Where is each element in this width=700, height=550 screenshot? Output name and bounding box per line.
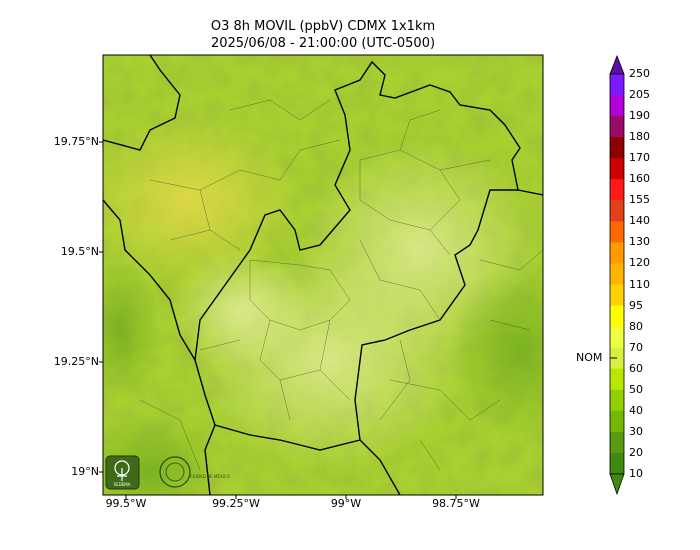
colorbar-tick-label: 110 bbox=[629, 277, 650, 291]
colorbar-tick-label: 190 bbox=[629, 109, 650, 123]
lat-tick-label: 19.75°N bbox=[53, 135, 99, 148]
colorbar-tick-label: 205 bbox=[629, 88, 650, 102]
colorbar-tick-label: 40 bbox=[629, 403, 643, 417]
ozone-zone bbox=[170, 250, 310, 370]
colorbar-tick-label: 60 bbox=[629, 361, 643, 375]
colorbar-segment bbox=[610, 221, 624, 243]
map-subtitle: 2025/06/08 - 21:00:00 (UTC-0500) bbox=[210, 36, 436, 51]
colorbar-segment bbox=[610, 431, 624, 454]
lat-tick-label: 19.5°N bbox=[60, 245, 99, 258]
colorbar-segment bbox=[610, 242, 624, 264]
lon-tick-label: 98.75°W bbox=[432, 497, 480, 510]
colorbar-tick-label: 155 bbox=[629, 193, 650, 207]
colorbar-tick-label: 180 bbox=[629, 130, 650, 144]
colorbar-tick-label: 140 bbox=[629, 214, 650, 228]
colorbar-segment bbox=[610, 116, 624, 138]
ozone-zone bbox=[103, 410, 220, 495]
colorbar-segment bbox=[610, 410, 624, 433]
state-boundary bbox=[359, 439, 401, 495]
colorbar-tick-label: 120 bbox=[629, 256, 650, 270]
sedema-logo-text: SEDEMA bbox=[114, 482, 131, 487]
map-title: O3 8h MOVIL (ppbV) CDMX 1x1km bbox=[210, 19, 436, 34]
ozone-zone bbox=[450, 260, 543, 440]
lon-tick-label: 99.25°W bbox=[212, 497, 260, 510]
cdmx-logo: CIUDAD DE MÉXICO bbox=[159, 456, 230, 488]
lon-tick-label: 99.5°W bbox=[105, 497, 147, 510]
colorbar-extend-max bbox=[609, 54, 625, 75]
colorbar-tick-label: 50 bbox=[629, 382, 643, 396]
colorbar-segment bbox=[610, 368, 624, 391]
colorbar-tick-label: 160 bbox=[629, 172, 650, 186]
colorbar-segment bbox=[610, 179, 624, 201]
lon-tick-label: 99°W bbox=[330, 497, 362, 510]
lat-tick-label: 19°N bbox=[71, 465, 99, 478]
ozone-zone bbox=[103, 260, 160, 400]
colorbar-segment bbox=[610, 284, 624, 306]
axis-ticks bbox=[99, 141, 457, 499]
state-boundary bbox=[517, 189, 543, 196]
colorbar-segment bbox=[610, 305, 624, 327]
colorbar-tick-label: 30 bbox=[629, 424, 643, 438]
colorbar-segment bbox=[610, 158, 624, 180]
state-boundary bbox=[194, 60, 521, 451]
map-frame bbox=[102, 54, 544, 496]
colorbar-tick-label: 170 bbox=[629, 151, 650, 165]
cdmx-logo-text: CIUDAD DE MÉXICO bbox=[190, 474, 230, 479]
ozone-zone bbox=[103, 115, 300, 285]
state-boundary bbox=[204, 424, 216, 495]
colorbar-segment bbox=[610, 389, 624, 412]
municipal-boundaries bbox=[139, 99, 543, 471]
colorbar-segment bbox=[610, 95, 624, 117]
colorbar bbox=[609, 54, 625, 496]
colorbar-tick-label: 95 bbox=[629, 298, 643, 312]
colorbar-segment bbox=[610, 200, 624, 222]
colorbar-tick-label: 20 bbox=[629, 445, 643, 459]
colorbar-tick-label: 80 bbox=[629, 319, 643, 333]
colorbar-segment bbox=[610, 74, 624, 96]
lat-tick-label: 19.25°N bbox=[53, 355, 99, 368]
colorbar-segment bbox=[610, 263, 624, 285]
state-boundary bbox=[103, 55, 181, 151]
colorbar-tick-label: 130 bbox=[629, 235, 650, 249]
colorbar-segment bbox=[610, 452, 624, 475]
colorbar-segment bbox=[610, 137, 624, 159]
colorbar-tick-label: 70 bbox=[629, 340, 643, 354]
map-panel[interactable] bbox=[80, 55, 590, 530]
colorbar-tick-label: 250 bbox=[629, 67, 650, 80]
sedema-logo: SEDEMA bbox=[105, 455, 140, 490]
nom-label: NOM bbox=[576, 351, 603, 364]
colorbar-extend-min bbox=[609, 473, 625, 496]
state-boundary bbox=[103, 199, 196, 361]
colorbar-tick-label: 10 bbox=[629, 466, 643, 480]
colorbar-segment bbox=[610, 326, 624, 349]
